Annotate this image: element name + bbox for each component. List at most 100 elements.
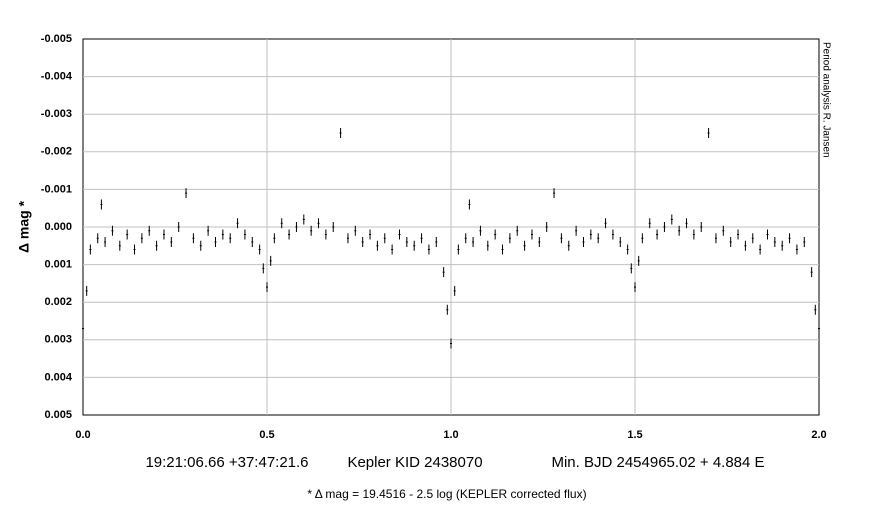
data-point bbox=[795, 244, 798, 255]
data-point bbox=[214, 237, 217, 248]
data-point bbox=[280, 218, 283, 229]
data-point bbox=[446, 304, 449, 315]
y-axis-label: Δ mag * bbox=[16, 200, 32, 253]
coordinates: 19:21:06.66 +37:47:21.6 bbox=[145, 454, 308, 471]
data-point bbox=[85, 285, 88, 296]
data-point bbox=[486, 240, 489, 251]
data-point bbox=[111, 225, 114, 236]
data-point bbox=[479, 225, 482, 236]
data-point bbox=[346, 233, 349, 244]
data-point bbox=[140, 233, 143, 244]
data-point bbox=[634, 282, 636, 293]
data-point bbox=[722, 225, 725, 236]
data-point bbox=[269, 255, 272, 266]
data-point bbox=[630, 263, 633, 274]
x-tick-label: 0.0 bbox=[75, 429, 90, 441]
data-point bbox=[251, 237, 254, 248]
data-point bbox=[773, 237, 776, 248]
data-point bbox=[810, 267, 813, 278]
data-point bbox=[508, 233, 511, 244]
data-point bbox=[692, 229, 695, 240]
data-point bbox=[162, 229, 165, 240]
data-point bbox=[714, 233, 717, 244]
data-point bbox=[648, 218, 651, 229]
data-point bbox=[457, 244, 460, 255]
data-point bbox=[814, 304, 817, 315]
data-point bbox=[258, 244, 261, 255]
data-point bbox=[468, 199, 471, 210]
data-point bbox=[89, 244, 92, 255]
data-point bbox=[530, 229, 533, 240]
y-tick-label: 0.001 bbox=[44, 259, 72, 271]
data-point bbox=[604, 218, 607, 229]
data-point bbox=[759, 244, 762, 255]
data-point bbox=[185, 188, 188, 199]
star-id: Kepler KID 2438070 bbox=[347, 454, 482, 471]
side-note: Period analysis R. Jansen bbox=[820, 42, 831, 158]
data-point bbox=[413, 240, 416, 251]
data-point bbox=[670, 214, 673, 225]
data-point bbox=[273, 233, 276, 244]
footnote: * Δ mag = 19.4516 - 2.5 log (KEPLER corr… bbox=[307, 487, 586, 501]
data-point bbox=[295, 222, 298, 232]
data-point bbox=[229, 233, 232, 244]
data-point bbox=[262, 263, 265, 274]
data-point bbox=[398, 229, 401, 240]
data-point bbox=[516, 225, 519, 236]
x-tick-label: 0.5 bbox=[259, 429, 274, 441]
ephemeris: Min. BJD 2454965.02 + 4.884 E bbox=[551, 454, 764, 471]
y-tick-label: -0.002 bbox=[41, 146, 72, 158]
y-tick-label: 0.004 bbox=[44, 371, 72, 383]
data-point bbox=[361, 237, 364, 248]
data-point bbox=[803, 237, 806, 248]
y-tick-label: -0.001 bbox=[41, 183, 72, 195]
y-tick-label: -0.005 bbox=[41, 33, 72, 45]
data-point bbox=[236, 218, 239, 229]
data-point bbox=[332, 222, 335, 232]
data-point bbox=[751, 233, 754, 244]
data-point bbox=[118, 240, 121, 251]
data-point bbox=[788, 233, 791, 244]
data-point bbox=[453, 285, 456, 296]
data-point bbox=[420, 233, 423, 244]
data-point bbox=[744, 240, 747, 251]
data-point bbox=[104, 237, 107, 248]
data-point bbox=[700, 222, 703, 232]
data-point bbox=[310, 225, 313, 236]
data-point bbox=[766, 229, 769, 240]
data-point bbox=[707, 128, 710, 138]
data-point bbox=[781, 240, 784, 251]
data-point bbox=[170, 237, 173, 248]
data-point bbox=[405, 237, 408, 248]
y-tick-label: 0.002 bbox=[44, 296, 72, 308]
x-tick-label: 1.0 bbox=[443, 429, 458, 441]
data-point bbox=[207, 225, 210, 236]
data-point bbox=[818, 323, 820, 334]
data-point bbox=[339, 128, 342, 138]
data-point bbox=[243, 229, 246, 240]
data-point bbox=[737, 229, 740, 240]
y-tick-label: 0.005 bbox=[44, 409, 72, 421]
data-point bbox=[464, 233, 467, 244]
data-point bbox=[383, 233, 386, 244]
data-point bbox=[199, 240, 202, 251]
data-point bbox=[619, 237, 622, 248]
y-tick-label: -0.003 bbox=[41, 108, 72, 120]
data-point bbox=[177, 222, 180, 232]
data-point bbox=[133, 244, 136, 255]
data-point bbox=[100, 199, 103, 210]
data-point bbox=[641, 233, 644, 244]
data-point bbox=[597, 233, 600, 244]
data-point bbox=[545, 222, 548, 232]
data-point bbox=[494, 229, 497, 240]
data-point bbox=[501, 244, 504, 255]
data-point bbox=[575, 225, 578, 236]
data-point bbox=[553, 188, 556, 199]
data-point bbox=[442, 267, 445, 278]
data-point bbox=[126, 229, 129, 240]
data-point bbox=[192, 233, 195, 244]
data-point bbox=[538, 237, 541, 248]
data-point bbox=[96, 233, 99, 244]
data-point bbox=[589, 229, 592, 240]
y-tick-label: -0.004 bbox=[41, 71, 73, 83]
